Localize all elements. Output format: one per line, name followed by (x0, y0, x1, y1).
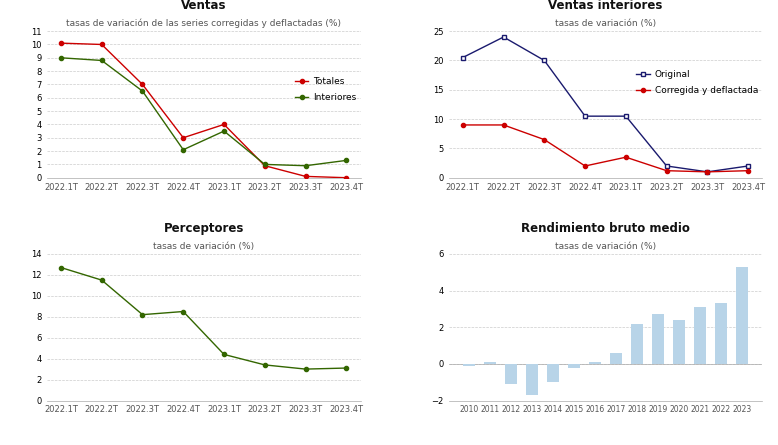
Bar (652, 314, 664, 364)
Bar (610, 353, 622, 364)
Text: Rendimiento bruto medio: Rendimiento bruto medio (521, 222, 690, 235)
Text: Ventas interiores: Ventas interiores (548, 0, 663, 12)
Text: tasas de variación (%): tasas de variación (%) (153, 242, 254, 251)
Bar (568, 364, 580, 368)
Bar (589, 362, 601, 364)
Bar (694, 307, 706, 364)
Bar (526, 364, 538, 395)
Text: tasas de variación (%): tasas de variación (%) (555, 242, 656, 251)
Text: tasas de variación (%): tasas de variación (%) (555, 19, 656, 28)
Bar (484, 362, 496, 364)
Legend: Original, Corregida y deflactada: Original, Corregida y deflactada (636, 70, 758, 95)
Bar (735, 267, 748, 364)
Bar (463, 364, 475, 366)
Bar (547, 364, 559, 382)
Bar (673, 320, 685, 364)
Bar (631, 324, 643, 364)
Text: Perceptores: Perceptores (163, 222, 244, 235)
Text: tasas de variación de las series corregidas y deflactadas (%): tasas de variación de las series corregi… (66, 19, 341, 28)
Bar (715, 303, 727, 364)
Bar (505, 364, 517, 384)
Legend: Totales, Interiores: Totales, Interiores (295, 77, 356, 102)
Text: Ventas: Ventas (181, 0, 226, 12)
